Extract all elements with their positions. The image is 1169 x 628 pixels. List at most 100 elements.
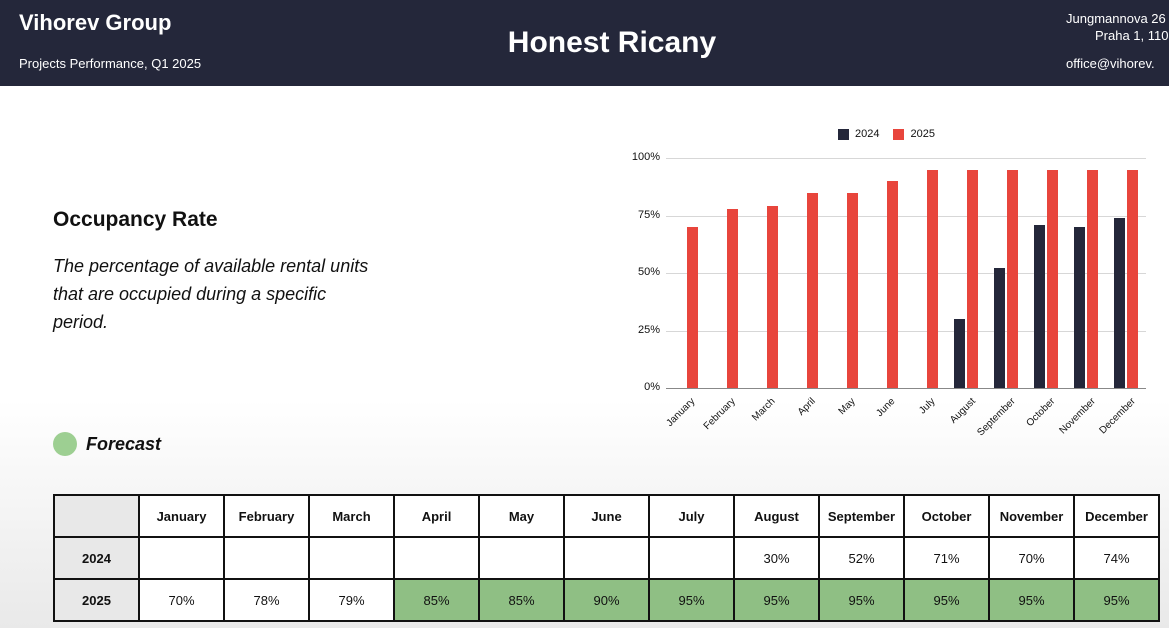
column-header: September [818,494,905,538]
row-header: 2024 [53,536,140,580]
x-tick-label: April [795,396,818,418]
occupancy-bar-chart: 2024 2025 0% 25% 50% 75% 100% January February… [620,120,1169,440]
table-cell: 74% [1073,536,1160,580]
table-cell [138,536,225,580]
bar-2025-july [927,169,938,388]
table-cell: 95% [903,578,990,622]
bar-2025-january [687,227,698,388]
legend-label-2025: 2025 [910,128,935,140]
table-cell: 70% [138,578,225,622]
table-cell [478,536,565,580]
table-header-row: January February March April May June July Augu… [53,494,1160,538]
column-header: October [903,494,990,538]
occupancy-table: January February March April May June July Augu… [53,494,1160,622]
report-subtitle: Projects Performance, Q1 2025 [19,56,202,71]
y-tick-label: 50% [637,266,660,278]
column-header: May [478,494,565,538]
x-tick-label: October [1024,396,1058,429]
forecast-dot-icon [53,432,77,456]
table-cell: 70% [988,536,1075,580]
metric-title: Occupancy Rate [53,208,218,231]
bar-2024-october [1034,224,1045,388]
y-tick-label: 25% [637,323,660,336]
bar-2025-august [967,169,978,388]
legend-swatch-2025 [893,128,905,140]
chart-plot-area: 0% 25% 50% 75% 100% January February March April… [632,151,1146,438]
legend-label-2024: 2024 [855,128,880,140]
table-cell: 52% [818,536,905,580]
x-tick-label: February [701,396,738,433]
x-tick-label: January [664,396,698,429]
legend-swatch-2024 [838,128,849,140]
table-cell [648,536,735,580]
table-cell: 79% [308,578,395,622]
table-cell [563,536,650,580]
x-tick-label: May [836,396,858,418]
table-cell: 85% [478,578,565,622]
bar-2025-june [887,181,898,388]
bar-2024-november [1074,227,1085,388]
column-header: February [223,494,310,538]
bar-2025-february [727,208,738,388]
contact-email: office@vihorev. [1066,56,1155,71]
row-header: 2025 [53,578,140,622]
table-cell [308,536,395,580]
y-tick-label: 75% [637,208,660,221]
bar-2025-october [1047,169,1058,388]
x-tick-label: June [874,396,898,420]
table-cell: 95% [988,578,1075,622]
x-tick-label: September [975,396,1018,439]
column-header: April [393,494,480,538]
table-cell: 78% [223,578,310,622]
address-line-2: Praha 1, 110 [1095,28,1169,43]
bar-2025-april [807,192,818,388]
chart-legend: 2024 2025 [838,128,949,140]
address-line-1: Jungmannova 26 [1066,11,1166,26]
table-cell: 95% [648,578,735,622]
table-cell: 85% [393,578,480,622]
gridline [666,215,1146,217]
column-header: June [563,494,650,538]
column-header [53,494,140,538]
forecast-legend: Forecast [53,432,161,456]
bar-2025-september [1007,169,1018,388]
legend-item-2025: 2025 [893,128,935,140]
table-cell [223,536,310,580]
bar-2024-august [954,319,965,388]
table-cell: 95% [733,578,820,622]
gridline [666,388,1146,389]
bar-2025-november [1087,169,1098,388]
legend-item-2024: 2024 [838,128,879,140]
forecast-label: Forecast [86,433,162,454]
column-header: July [648,494,735,538]
y-tick-label: 0% [644,381,660,393]
x-tick-label: March [750,396,778,424]
table-cell: 95% [818,578,905,622]
table-row: 2025 70% 78% 79% 85% 85% 90% 95% 95% 95% 95% 95% 95% [53,578,1160,622]
company-name: Vihorev Group [19,10,172,35]
column-header: January [138,494,225,538]
x-tick-label: August [947,396,978,426]
metric-description: The percentage of available rental units… [53,256,369,332]
gridline [666,330,1146,332]
x-tick-label: November [1057,396,1098,437]
bar-2024-december [1114,217,1125,388]
table-cell [393,536,480,580]
gridline [666,273,1146,274]
x-tick-label: July [917,396,938,417]
column-header: December [1073,494,1160,538]
bar-2024-september [994,268,1005,388]
page-title: Honest Ricany [507,26,717,59]
bar-2025-march [767,206,778,388]
x-tick-label: December [1097,396,1138,437]
table-cell: 71% [903,536,990,580]
bar-2025-may [847,192,858,388]
table-cell: 95% [1073,578,1160,622]
gridline [666,158,1146,159]
bar-2025-december [1127,169,1138,388]
header: Vihorev Group Projects Performance, Q1 2… [0,0,1169,86]
column-header: March [308,494,395,538]
column-header: November [988,494,1075,538]
table-cell: 90% [563,578,650,622]
table-row: 2024 30% 52% 71% 70% 74% [53,536,1160,580]
